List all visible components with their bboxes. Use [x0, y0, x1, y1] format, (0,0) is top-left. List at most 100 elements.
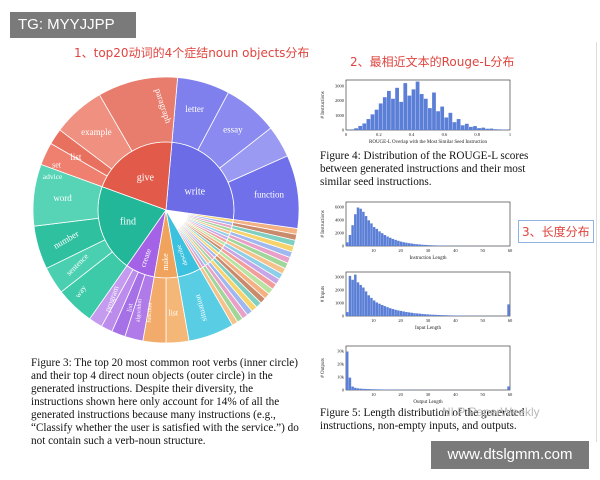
noun-label-list-create: list — [125, 303, 134, 313]
input-length-bar — [380, 305, 384, 316]
input-length-bar — [402, 311, 405, 316]
output-length-xtick: 50 — [480, 392, 485, 397]
rougel-bar — [432, 92, 436, 130]
rougel-bar — [395, 87, 399, 130]
rougel-bar — [370, 114, 375, 130]
input-length-xtick: 20 — [398, 318, 403, 323]
rougel-bar — [464, 123, 469, 130]
rougel-bar — [382, 97, 387, 130]
instruction-length-histogram: 0 2000 4000 6000 10 20 30 40 50 60 Instruction Len… — [321, 201, 513, 261]
input-length-ytick: 3000 — [335, 275, 345, 280]
noun-label-set: set — [52, 161, 62, 170]
noun-label-example: example — [81, 127, 112, 137]
noun-label-letter: letter — [185, 104, 204, 114]
input-length-bar — [418, 313, 422, 316]
instruction-length-bar — [348, 235, 352, 246]
instruction-length-bar — [351, 225, 354, 246]
rougel-bar — [358, 125, 363, 130]
input-length-bar — [432, 314, 435, 316]
noun-label-algorithm: algorithm — [135, 298, 143, 322]
input-length-bar — [399, 310, 403, 316]
output-length-bar — [507, 386, 510, 390]
instruction-length-xtick: 50 — [480, 248, 485, 253]
instruction-length-bar — [423, 244, 427, 246]
instruction-length-xlabel: Instruction Length — [409, 256, 447, 261]
input-length-bar — [429, 314, 432, 316]
verb-label-give: give — [137, 172, 155, 183]
output-length-bar — [375, 389, 379, 390]
rougel-ytick: 1000 — [335, 113, 345, 118]
noun-label-advice: advice — [43, 172, 63, 181]
instruction-length-bar — [426, 245, 430, 246]
rougel-bar — [391, 98, 395, 130]
output-length-bar — [346, 351, 349, 390]
instruction-length-bar — [399, 241, 403, 246]
noun-label-function: function — [254, 190, 284, 200]
instruction-length-bar — [434, 245, 438, 246]
output-length-bar — [362, 388, 365, 390]
input-length-ytick: 0 — [342, 314, 345, 319]
output-length-bar — [370, 389, 373, 390]
output-length-xlabel: Output Length — [413, 400, 443, 405]
instruction-length-bar — [375, 228, 379, 246]
input-length-bar — [437, 314, 440, 316]
input-length-bar — [450, 315, 454, 316]
noun-label-list: list — [70, 152, 82, 162]
instruction-length-bar — [364, 216, 368, 246]
rougel-bar — [428, 108, 432, 130]
rougel-bar — [493, 129, 498, 130]
rougel-bar — [436, 111, 440, 130]
instruction-length-bar — [370, 223, 373, 246]
instruction-length-bar — [362, 211, 365, 246]
output-length-bar — [354, 387, 357, 390]
rougel-bar — [497, 129, 502, 130]
output-length-ylabel: # Outputs — [321, 358, 326, 378]
watermark: NLP PaperWeekly — [442, 405, 540, 419]
rougel-bar — [419, 94, 424, 130]
output-length-bar — [372, 389, 376, 390]
instruction-length-bar — [405, 242, 408, 246]
input-length-xlabel: Input Length — [415, 326, 441, 331]
input-length-ytick: 1000 — [335, 301, 345, 306]
instruction-length-bar — [394, 239, 397, 246]
figure5-caption: Figure 5: Length distribution of the gen… — [320, 407, 525, 432]
noun-slice-list — [142, 276, 167, 344]
annotation-1: 1、top20动词的4个症结noun objects分布 — [74, 46, 310, 60]
output-length-ytick: 30k — [337, 349, 345, 354]
input-length-bar — [367, 295, 370, 316]
input-length-bar — [397, 310, 400, 316]
instruction-length-xtick: 60 — [508, 248, 513, 253]
rougel-xtick: 0.2 — [376, 132, 382, 137]
rougel-ytick: 3000 — [335, 83, 345, 88]
instruction-length-bar — [415, 244, 419, 246]
rougel-bar — [366, 119, 371, 130]
rougel-ytick: 2000 — [335, 98, 345, 103]
instruction-length-bar — [407, 243, 411, 246]
rougel-bar — [411, 89, 416, 130]
output-length-ytick: 20k — [337, 362, 345, 367]
rougel-bar — [374, 109, 379, 130]
output-length-bar — [364, 388, 368, 390]
rougel-bar — [354, 128, 358, 130]
figure4-caption: Figure 4: Distribution of the ROUGE-L sc… — [320, 150, 529, 188]
tg-label: TG: MYYJJPP — [10, 12, 136, 38]
input-length-bar — [507, 304, 510, 316]
rougel-bar — [378, 103, 383, 130]
rougel-bar — [415, 81, 420, 130]
rougel-bar — [456, 119, 461, 130]
input-length-bar — [440, 315, 443, 316]
figure3-caption: Figure 3: The top 20 most common root ve… — [31, 357, 299, 447]
site-label: www.dtslgmm.com — [431, 441, 589, 469]
noun-slice-function — [227, 155, 300, 229]
input-length-bar — [407, 312, 411, 316]
input-length-bar — [415, 313, 419, 316]
instruction-length-bar — [386, 236, 389, 246]
instruction-length-bar — [380, 233, 384, 246]
instruction-length-ytick: 0 — [342, 244, 345, 249]
input-length-xtick: 60 — [508, 318, 513, 323]
instruction-length-bar — [356, 207, 360, 246]
instruction-length-bar — [391, 238, 395, 246]
rougel-xtick: 0 — [345, 132, 348, 137]
noun-label-list-make: list — [168, 309, 179, 318]
annotation-3: 3、长度分布 — [518, 220, 594, 243]
